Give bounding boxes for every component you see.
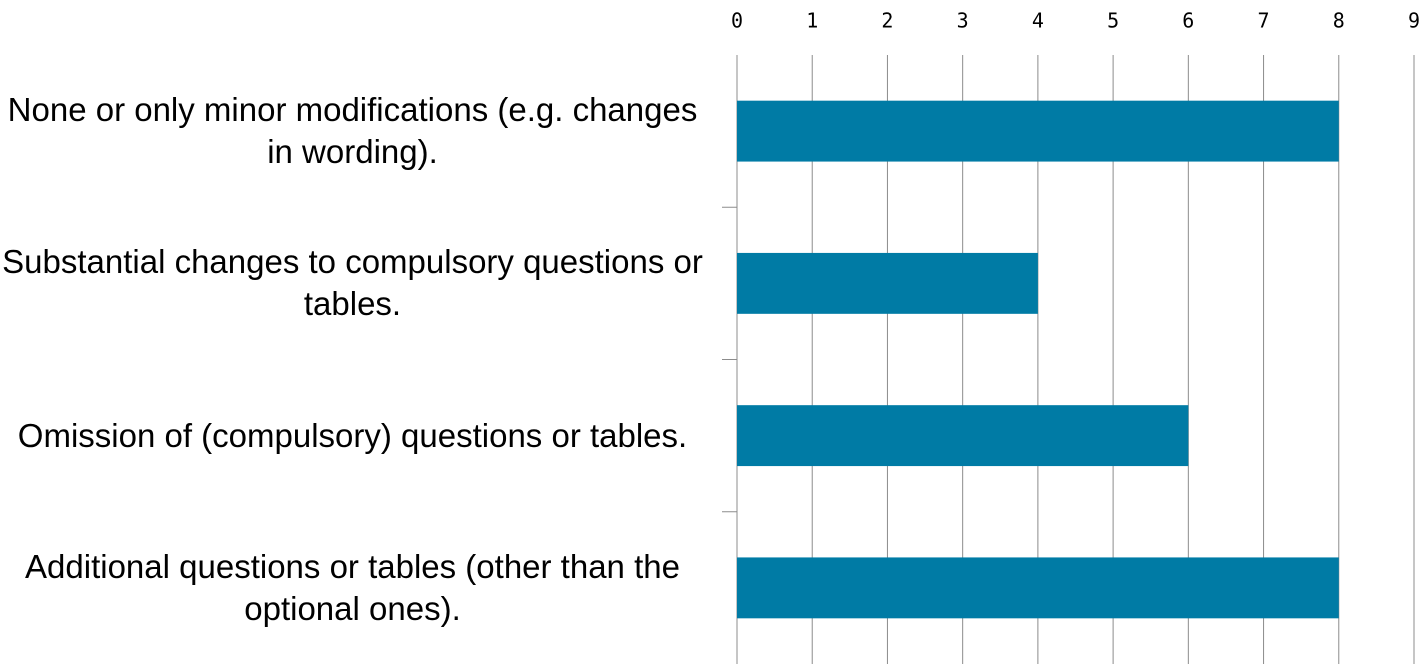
x-tick-label: 7 (1258, 9, 1270, 33)
x-tick-label: 8 (1333, 9, 1345, 33)
x-tick-label: 3 (957, 9, 969, 33)
x-tick-label: 0 (731, 9, 743, 33)
category-label: Additional questions or tables (other th… (25, 547, 680, 627)
bar (737, 405, 1189, 467)
category-label: None or only minor modifications (e.g. c… (7, 91, 698, 171)
x-tick-label: 2 (881, 9, 893, 33)
category-label: Omission of (compulsory) questions or ta… (17, 416, 688, 454)
category-label: Substantial changes to compulsory questi… (2, 243, 703, 323)
x-tick-label: 9 (1408, 9, 1420, 33)
x-tick-label: 4 (1032, 9, 1044, 33)
bar (737, 252, 1038, 314)
x-tick-label: 1 (806, 9, 818, 33)
x-tick-label: 6 (1182, 9, 1194, 33)
x-tick-label: 5 (1107, 9, 1119, 33)
bar (737, 557, 1339, 619)
bar (737, 100, 1339, 162)
